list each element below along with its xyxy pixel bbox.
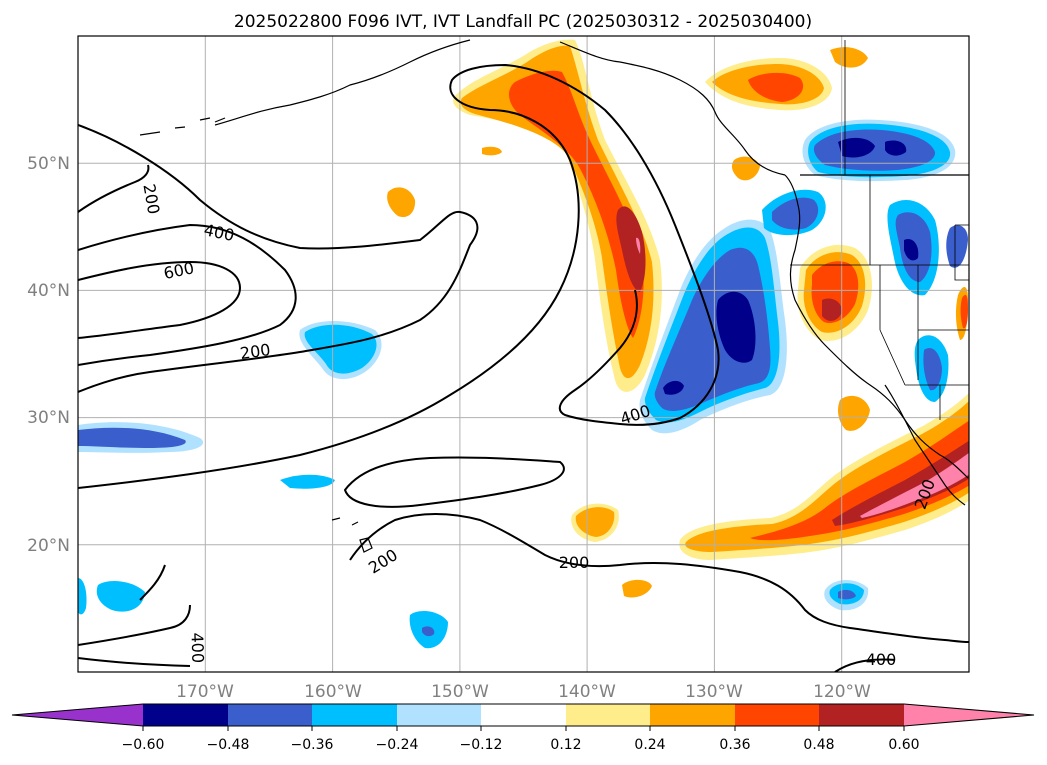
shade-blob-133w-2 xyxy=(838,395,870,431)
shade-blob-147w xyxy=(482,146,502,156)
lat-tick-label: 30°N xyxy=(27,408,70,428)
contour-label: 200 xyxy=(239,340,272,363)
map-panel: 200 400 600 200 400 200 200 400 400 200 xyxy=(77,35,970,673)
colorbar-segment xyxy=(735,704,819,726)
shade-ut-red xyxy=(960,294,968,329)
contour-200-outer xyxy=(78,124,479,393)
shade-plume-red xyxy=(508,70,644,338)
lon-tick-label: 120°W xyxy=(813,682,871,702)
baja-coast xyxy=(884,384,966,506)
colorbar-segment xyxy=(566,704,650,726)
colorbar-tick-label: −0.24 xyxy=(376,737,419,753)
shade-mx-dark xyxy=(832,440,969,526)
shade-nw-navy2 xyxy=(885,140,907,156)
map-content: 200 400 600 200 400 200 200 400 400 200 xyxy=(78,36,969,672)
colorbar-under-arrow xyxy=(12,704,143,726)
colorbar-tick-label: −0.48 xyxy=(207,737,250,753)
lat-tick-label: 20°N xyxy=(27,536,70,556)
graticule xyxy=(78,36,969,672)
shade-id-navy xyxy=(904,238,919,261)
colorbar-tick-label: −0.12 xyxy=(460,737,503,753)
lon-tick-label: 160°W xyxy=(304,682,362,702)
shade-mx-pink xyxy=(860,452,969,518)
colorbar-ticks xyxy=(142,726,905,731)
shade-mt-navy xyxy=(946,225,968,268)
lat-tick-label: 50°N xyxy=(27,154,70,174)
contour-200-main xyxy=(78,63,720,489)
colorbar-segment xyxy=(481,704,566,726)
colorbar-segment xyxy=(650,704,735,726)
shade-nw-navy xyxy=(838,137,875,158)
shade-plume-pink xyxy=(636,237,641,254)
lat-tick-labels: 50°N 40°N 30°N 20°N xyxy=(27,154,70,556)
shade-blob-155w xyxy=(387,187,416,218)
colorbar-tick-label: 0.60 xyxy=(888,737,919,753)
contour-200-loop xyxy=(343,456,565,508)
colorbar-tick-label: −0.60 xyxy=(122,737,165,753)
lon-tick-labels: 170°W 160°W 150°W 140°W 130°W 120°W xyxy=(176,682,871,702)
shade-blob-138w xyxy=(575,507,615,537)
shade-blob-160w xyxy=(280,474,335,489)
shade-blob-124w-blue xyxy=(838,589,856,600)
colorbar-segment xyxy=(143,704,228,726)
contour-600 xyxy=(78,260,242,339)
shade-blob-180w xyxy=(78,427,186,448)
shade-blob-168w xyxy=(304,324,377,374)
coastlines xyxy=(139,39,969,553)
colorbar-segment xyxy=(312,704,397,726)
shade-neg-oregon-blue xyxy=(772,197,819,230)
colorbar: −0.60 −0.48 −0.36 −0.24 −0.12 0.12 0.24 … xyxy=(11,703,1035,753)
shade-ca-dark xyxy=(822,298,842,321)
alaska-coast xyxy=(214,39,786,176)
alaska-islands xyxy=(139,117,226,136)
shade-blob-133w xyxy=(622,579,652,598)
state-borders xyxy=(790,40,969,420)
contour-400 xyxy=(78,223,297,366)
colorbar-tick-label: 0.12 xyxy=(550,737,581,753)
shade-bc-small xyxy=(830,47,868,68)
hawaii xyxy=(331,517,373,553)
shade-blob-153w-blue xyxy=(422,626,435,637)
lon-tick-label: 170°W xyxy=(176,682,234,702)
lon-tick-label: 150°W xyxy=(431,682,489,702)
shade-bc-red xyxy=(748,72,804,102)
shade-neg-navy xyxy=(716,291,756,363)
contour-200-mid xyxy=(349,513,969,643)
bc-coast xyxy=(784,174,969,479)
contour-200-left xyxy=(78,164,150,213)
contour-400-south xyxy=(78,657,896,672)
ivt-contours xyxy=(78,63,969,672)
lat-tick-label: 40°N xyxy=(27,281,70,301)
lon-tick-label: 140°W xyxy=(558,682,616,702)
colorbar-segment xyxy=(819,704,904,726)
colorbar-tick-label: −0.36 xyxy=(291,737,334,753)
contour-label: 400 xyxy=(187,632,207,663)
lon-tick-label: 130°W xyxy=(685,682,743,702)
colorbar-tick-label: 0.24 xyxy=(634,737,665,753)
shade-mx-red xyxy=(750,420,969,541)
shade-blob-128w xyxy=(731,156,760,181)
shade-nv-blue xyxy=(923,348,942,391)
contour-label: 400 xyxy=(866,650,897,669)
shade-blob-180w-small xyxy=(78,578,87,615)
colorbar-over-arrow xyxy=(904,704,1034,726)
colorbar-segment xyxy=(228,704,312,726)
colorbar-tick-label: 0.48 xyxy=(803,737,834,753)
shade-neg-navy-small xyxy=(663,380,684,395)
colorbar-tick-label: 0.36 xyxy=(719,737,750,753)
map-frame xyxy=(77,35,970,673)
shade-plume-dark xyxy=(616,206,646,292)
colorbar-segment xyxy=(397,704,481,726)
contour-200-south xyxy=(78,564,191,646)
colorbar-tick-labels: −0.60 −0.48 −0.36 −0.24 −0.12 0.12 0.24 … xyxy=(122,737,920,753)
contour-label: 200 xyxy=(559,553,590,572)
figure-title: 2025022800 F096 IVT, IVT Landfall PC (20… xyxy=(234,12,812,32)
shade-blob-177w xyxy=(96,580,145,612)
